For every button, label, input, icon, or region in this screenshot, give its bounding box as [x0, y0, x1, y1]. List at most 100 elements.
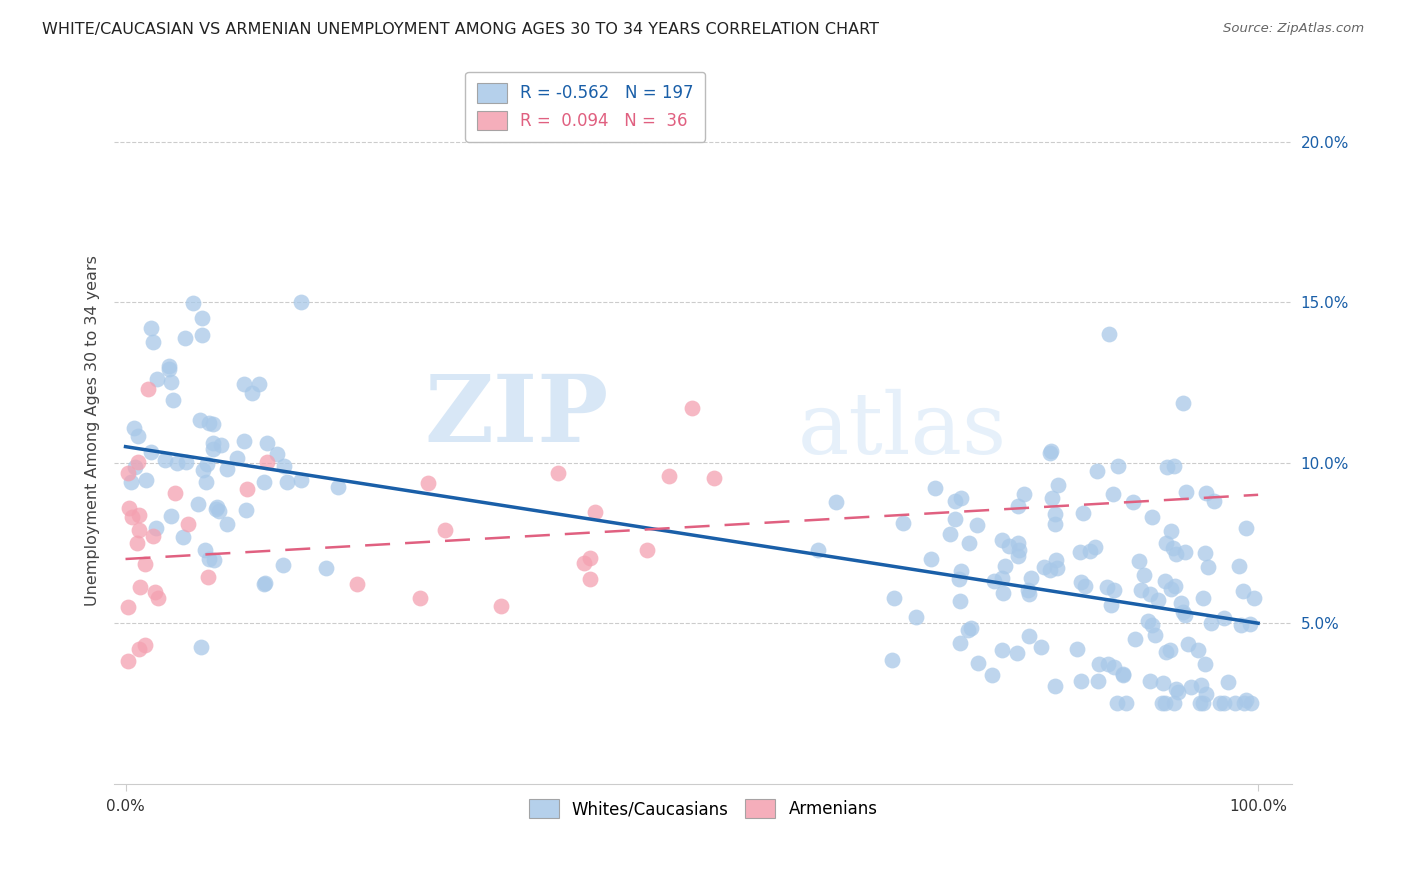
Point	[190, 310, 212, 325]
Point	[1218, 674, 1240, 689]
Point	[1128, 554, 1150, 568]
Point	[1032, 560, 1054, 574]
Point	[215, 462, 238, 476]
Point	[997, 539, 1019, 553]
Point	[1192, 591, 1215, 605]
Point	[205, 501, 228, 516]
Point	[166, 456, 188, 470]
Point	[1173, 605, 1195, 619]
Point	[142, 529, 165, 543]
Point	[235, 503, 257, 517]
Point	[1039, 444, 1062, 458]
Point	[1194, 657, 1216, 671]
Point	[1122, 495, 1144, 509]
Point	[1112, 668, 1135, 682]
Point	[1140, 618, 1163, 632]
Point	[960, 621, 983, 635]
Point	[1136, 614, 1159, 628]
Point	[1197, 560, 1219, 574]
Point	[117, 600, 139, 615]
Point	[136, 382, 159, 396]
Point	[117, 654, 139, 668]
Point	[145, 521, 167, 535]
Point	[181, 295, 204, 310]
Point	[703, 471, 725, 485]
Point	[1071, 506, 1094, 520]
Point	[290, 474, 312, 488]
Point	[256, 455, 278, 469]
Point	[1174, 607, 1197, 622]
Point	[198, 552, 221, 566]
Point	[129, 580, 152, 594]
Point	[1177, 637, 1199, 651]
Point	[217, 516, 239, 531]
Point	[990, 571, 1012, 585]
Point	[271, 558, 294, 573]
Point	[1152, 697, 1174, 711]
Text: Source: ZipAtlas.com: Source: ZipAtlas.com	[1223, 22, 1364, 36]
Point	[122, 421, 145, 435]
Point	[1098, 327, 1121, 342]
Point	[127, 455, 149, 469]
Point	[346, 576, 368, 591]
Point	[142, 334, 165, 349]
Point	[315, 560, 337, 574]
Point	[1080, 543, 1102, 558]
Point	[1195, 687, 1218, 701]
Point	[1143, 628, 1166, 642]
Point	[1192, 696, 1215, 710]
Point	[197, 570, 219, 584]
Point	[1160, 582, 1182, 596]
Point	[276, 475, 298, 489]
Point	[1166, 547, 1188, 561]
Point	[190, 328, 212, 343]
Point	[1069, 575, 1091, 590]
Point	[1105, 696, 1128, 710]
Point	[1123, 632, 1146, 646]
Point	[1240, 697, 1263, 711]
Point	[162, 393, 184, 408]
Point	[1239, 617, 1261, 632]
Point	[1045, 561, 1067, 575]
Point	[172, 530, 194, 544]
Point	[326, 480, 349, 494]
Point	[991, 585, 1014, 599]
Point	[127, 429, 149, 443]
Point	[891, 516, 914, 530]
Point	[1243, 591, 1265, 606]
Point	[1104, 582, 1126, 597]
Point	[128, 641, 150, 656]
Point	[1007, 499, 1029, 513]
Point	[409, 591, 432, 605]
Point	[948, 572, 970, 586]
Text: WHITE/CAUCASIAN VS ARMENIAN UNEMPLOYMENT AMONG AGES 30 TO 34 YEARS CORRELATION C: WHITE/CAUCASIAN VS ARMENIAN UNEMPLOYMENT…	[42, 22, 879, 37]
Point	[190, 640, 212, 654]
Point	[247, 377, 270, 392]
Point	[1164, 579, 1187, 593]
Point	[1043, 517, 1066, 532]
Point	[1014, 487, 1036, 501]
Point	[1007, 549, 1029, 564]
Point	[966, 518, 988, 533]
Point	[176, 455, 198, 469]
Point	[1099, 599, 1122, 613]
Point	[253, 475, 276, 489]
Point	[1199, 615, 1222, 630]
Point	[145, 372, 167, 386]
Point	[165, 486, 187, 500]
Point	[266, 447, 288, 461]
Point	[1085, 464, 1108, 478]
Point	[1227, 559, 1250, 574]
Point	[1007, 536, 1029, 550]
Point	[1039, 446, 1062, 460]
Point	[990, 533, 1012, 547]
Point	[883, 591, 905, 605]
Point	[208, 504, 231, 518]
Point	[1229, 618, 1251, 632]
Point	[981, 668, 1004, 682]
Point	[177, 516, 200, 531]
Y-axis label: Unemployment Among Ages 30 to 34 years: Unemployment Among Ages 30 to 34 years	[86, 255, 100, 606]
Point	[1018, 629, 1040, 643]
Point	[1008, 542, 1031, 557]
Point	[1039, 563, 1062, 577]
